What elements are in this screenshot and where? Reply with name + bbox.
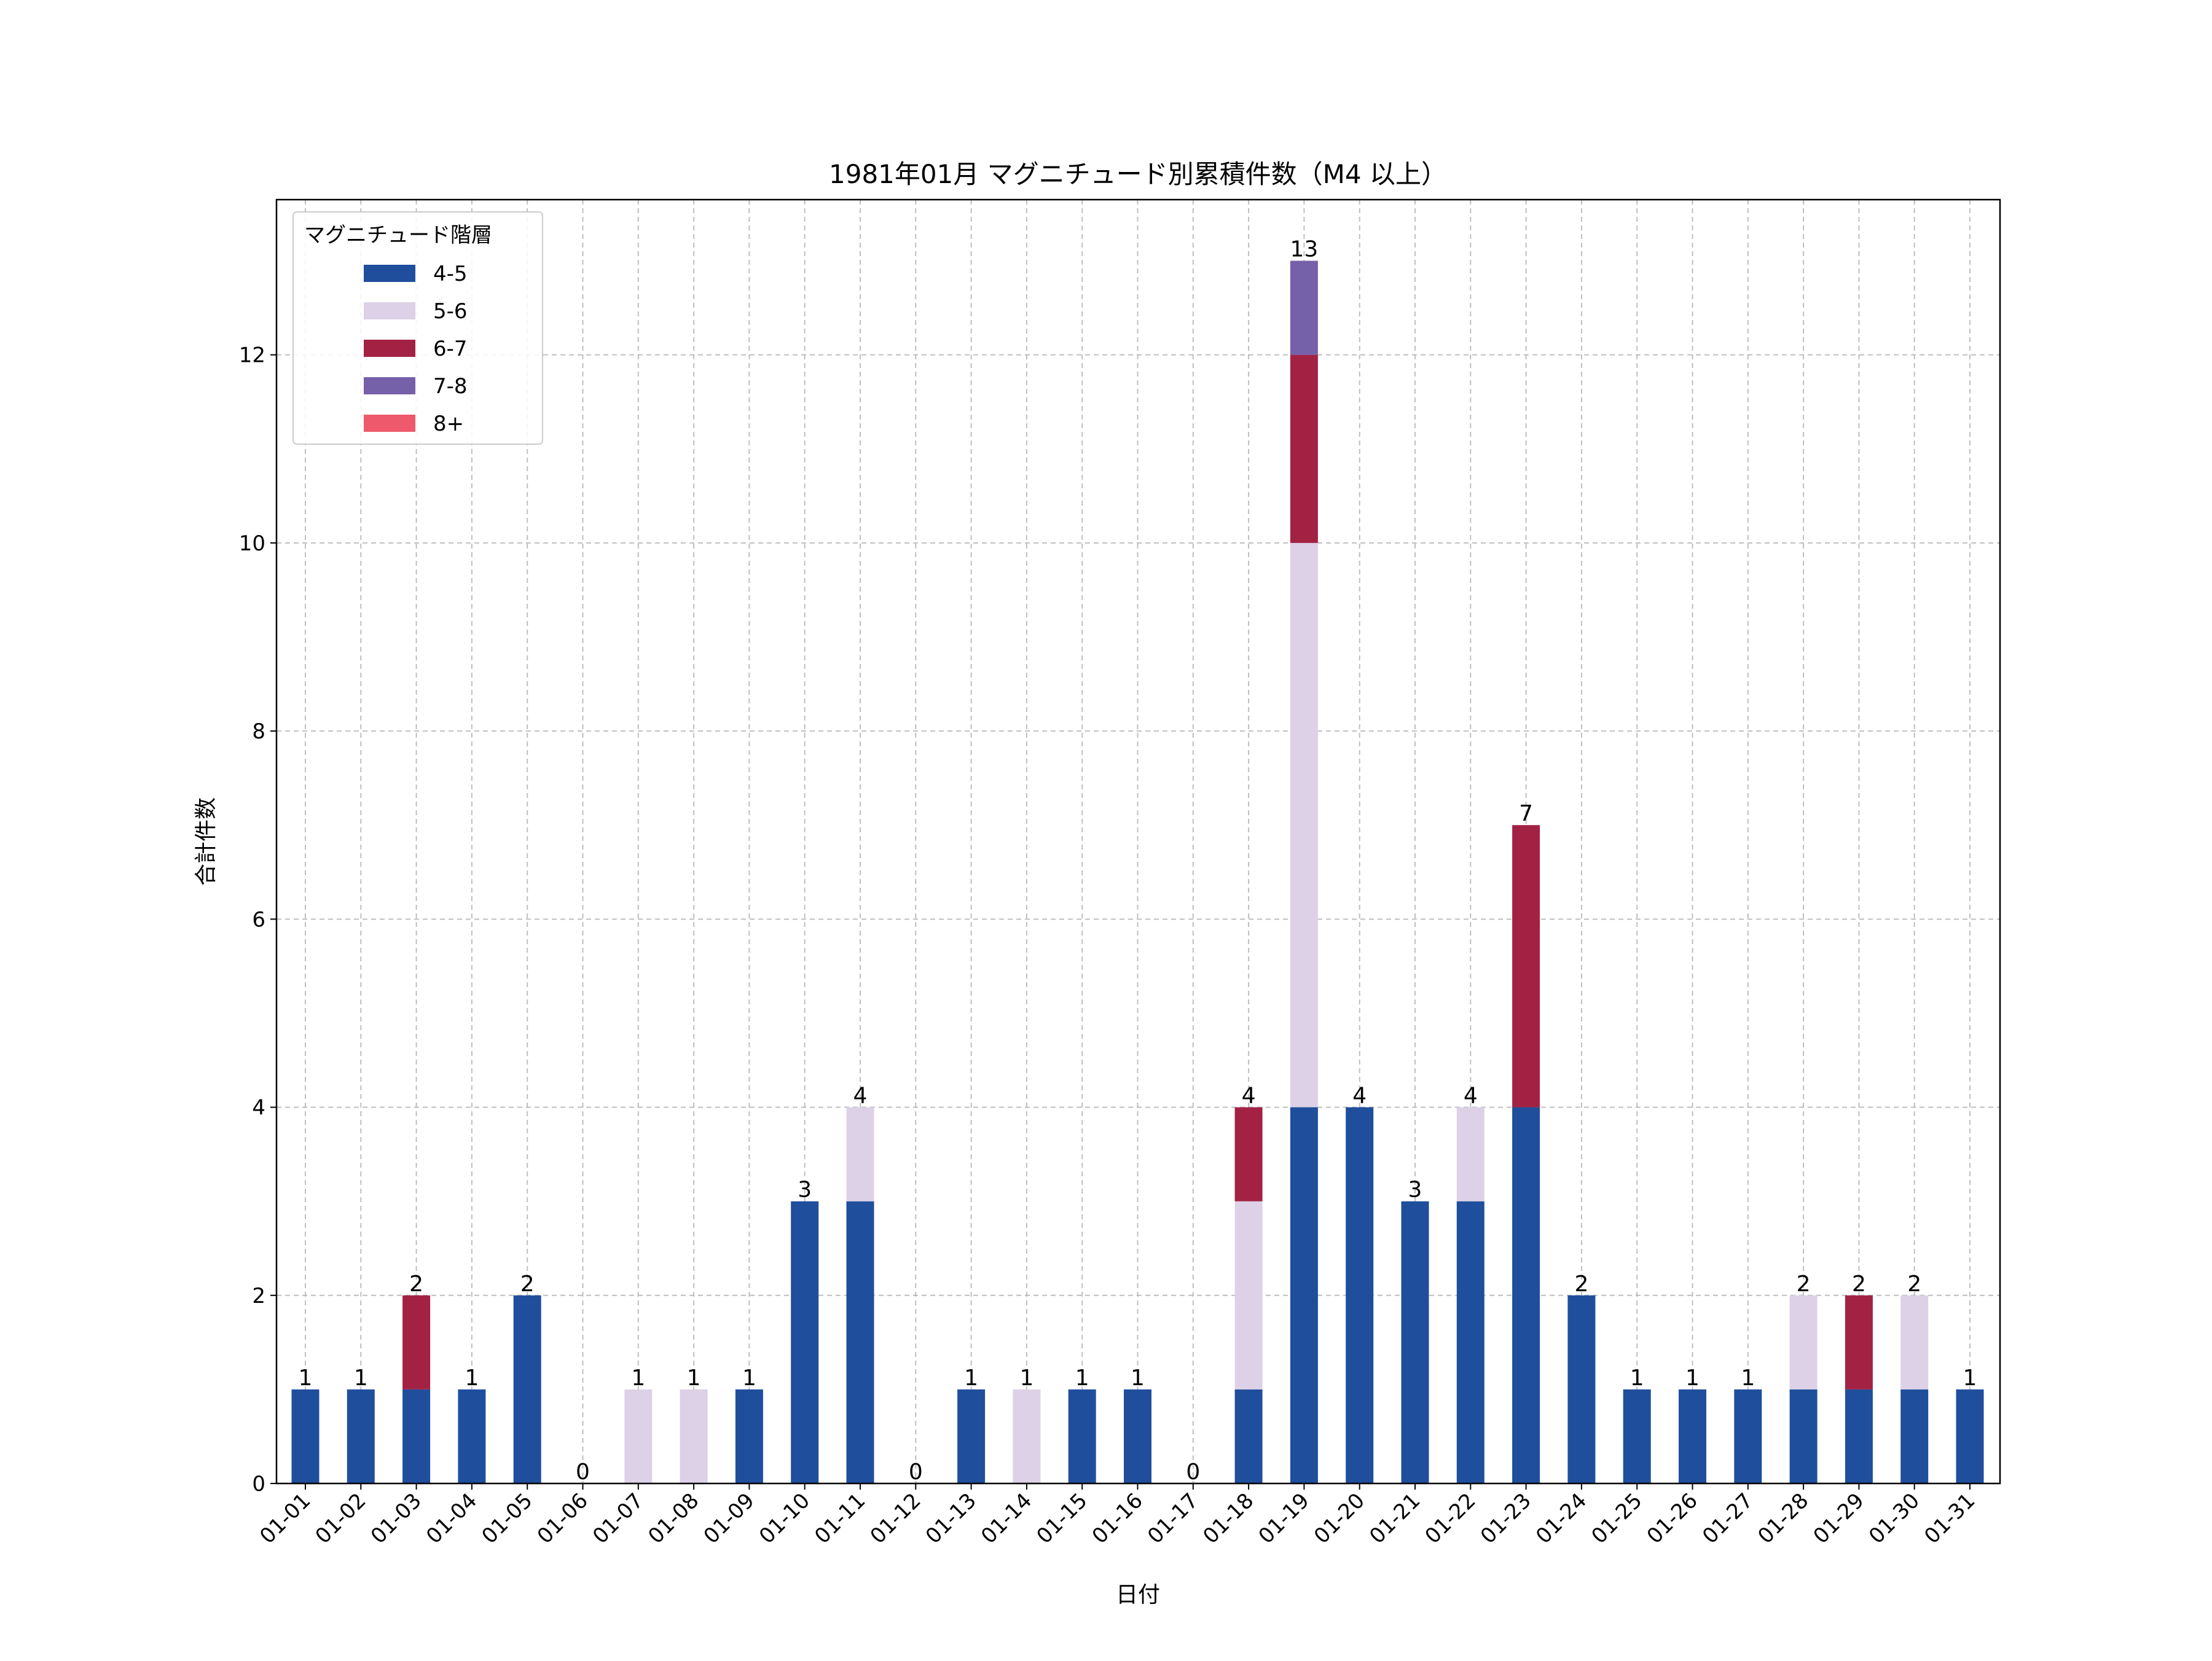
bar-total-label: 0: [576, 1460, 590, 1485]
legend-box: [292, 211, 543, 445]
legend-item-label: 7-8: [433, 374, 468, 399]
bar-segment: [1290, 260, 1318, 355]
bar-total-label: 0: [909, 1460, 923, 1485]
bar-segment: [1290, 1107, 1318, 1483]
bar-segment: [1567, 1295, 1596, 1483]
bar-total-label: 1: [1019, 1366, 1033, 1391]
bar-segment: [1456, 1107, 1484, 1202]
bar-segment: [402, 1295, 431, 1389]
y-axis-title: 合計件数: [194, 797, 219, 886]
bar-total-label: 1: [1131, 1366, 1145, 1391]
bar-segment: [735, 1389, 763, 1483]
bar-total-label: 1: [465, 1366, 479, 1391]
bar-total-label: 7: [1519, 801, 1533, 826]
bar-segment: [791, 1201, 819, 1483]
bar-segment: [402, 1389, 431, 1483]
bar-total-label: 1: [1075, 1366, 1089, 1391]
bar-total-label: 4: [853, 1084, 868, 1109]
bar-segment: [1956, 1389, 1984, 1483]
bar-total-label: 1: [964, 1366, 978, 1391]
bar-total-label: 1: [299, 1366, 313, 1391]
bar-total-label: 1: [1630, 1366, 1644, 1391]
y-tick-label: 4: [252, 1096, 265, 1120]
bar-total-label: 1: [1963, 1366, 1977, 1391]
bar-total-label: 0: [1186, 1460, 1200, 1485]
y-tick-label: 6: [252, 907, 265, 932]
bar-segment: [957, 1389, 986, 1483]
legend-swatch: [364, 415, 415, 432]
y-tick-label: 12: [239, 343, 265, 368]
y-tick-label: 10: [239, 531, 265, 556]
bar-segment: [1013, 1389, 1041, 1483]
legend-title: マグニチュード階層: [304, 223, 492, 248]
bar-total-label: 1: [1741, 1366, 1755, 1391]
bar-segment: [1623, 1389, 1651, 1483]
bar-segment: [347, 1389, 375, 1483]
x-axis-title: 日付: [1116, 1582, 1160, 1608]
bar-segment: [680, 1389, 708, 1483]
legend-swatch: [364, 340, 415, 357]
bar-segment: [1789, 1389, 1818, 1483]
bar-segment: [846, 1107, 874, 1202]
bar-segment: [1346, 1107, 1374, 1483]
legend-item-label: 8+: [433, 412, 464, 436]
bar-total-label: 13: [1290, 237, 1318, 262]
bar-segment: [624, 1389, 653, 1483]
bar-total-label: 1: [1685, 1366, 1700, 1391]
bar-segment: [1234, 1389, 1263, 1483]
bar-total-label: 3: [798, 1178, 812, 1203]
bar-total-label: 2: [1907, 1272, 1921, 1297]
y-tick-label: 2: [252, 1284, 265, 1308]
bar-total-label: 2: [409, 1272, 423, 1297]
bar-segment: [1845, 1389, 1873, 1483]
bar-total-label: 2: [1852, 1272, 1866, 1297]
bar-segment: [1789, 1295, 1818, 1389]
legend: マグニチュード階層 4-5 5-6 6-7 7-8 8+: [292, 211, 543, 445]
bar-total-label: 1: [742, 1366, 756, 1391]
legend-swatch: [364, 302, 415, 319]
bar-total-label: 4: [1464, 1084, 1478, 1109]
legend-swatch: [364, 265, 415, 282]
bar-segment: [1679, 1389, 1706, 1483]
legend-item-label: 6-7: [433, 337, 468, 361]
bar-total-label: 2: [1574, 1272, 1588, 1297]
bar-segment: [458, 1389, 486, 1483]
legend-swatch: [364, 377, 415, 394]
y-tick-label: 8: [252, 719, 265, 744]
bar-segment: [1234, 1201, 1263, 1389]
bar-segment: [1845, 1295, 1873, 1389]
bar-total-label: 2: [1797, 1272, 1811, 1297]
bars: [291, 260, 1984, 1483]
bar-segment: [1512, 1107, 1540, 1483]
bar-segment: [513, 1295, 541, 1483]
bar-segment: [291, 1389, 320, 1483]
bar-segment: [1124, 1389, 1151, 1483]
bar-segment: [846, 1201, 874, 1483]
bar-segment: [1456, 1201, 1484, 1483]
legend-item-label: 4-5: [433, 262, 468, 286]
bar-segment: [1068, 1389, 1096, 1483]
bar-total-label: 3: [1408, 1178, 1422, 1203]
bar-total-label: 1: [354, 1366, 368, 1391]
bar-segment: [1234, 1107, 1263, 1202]
bar-total-label: 2: [520, 1272, 535, 1297]
legend-item-label: 5-6: [433, 299, 468, 324]
bar-segment: [1512, 825, 1540, 1108]
chart-title: 1981年01月 マグニチュード別累積件数（M4 以上）: [829, 159, 1447, 189]
bar-total-label: 4: [1242, 1084, 1256, 1109]
y-tick-label: 0: [252, 1472, 265, 1496]
bar-total-label: 1: [631, 1366, 645, 1391]
bar-segment: [1734, 1389, 1762, 1483]
bar-segment: [1900, 1295, 1929, 1389]
bar-segment: [1401, 1201, 1429, 1483]
bar-total-label: 1: [687, 1366, 701, 1391]
bar-segment: [1290, 354, 1318, 543]
bar-segment: [1900, 1389, 1929, 1483]
bar-segment: [1290, 542, 1318, 1108]
bar-total-label: 4: [1352, 1084, 1367, 1109]
